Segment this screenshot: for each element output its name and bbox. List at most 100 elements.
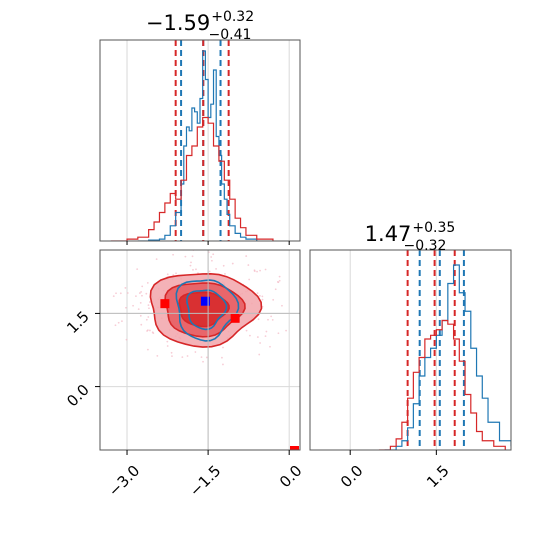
scatter-point <box>261 298 264 301</box>
scatter-point <box>210 256 213 258</box>
scatter-point <box>259 342 262 344</box>
markers-joint <box>100 250 300 450</box>
scatter-point <box>277 332 280 335</box>
scatter-point <box>148 301 151 303</box>
scatter-point <box>137 308 140 311</box>
scatter-point <box>269 345 271 348</box>
contour-blue-1 <box>186 289 228 331</box>
tick-label-joint-y-0: 1.5 <box>63 308 93 338</box>
scatter-point <box>191 255 194 258</box>
scatter-point <box>190 261 192 264</box>
scatter-point <box>147 304 150 307</box>
scatter-point <box>172 274 175 276</box>
scatter-point <box>248 278 251 281</box>
scatter-point <box>212 253 215 256</box>
scatter-point <box>139 314 142 317</box>
title-marginal-x: −1.59+0.32 −0.41 <box>146 9 254 43</box>
scatter-point <box>146 282 149 284</box>
scatter-point <box>261 295 264 298</box>
panel-marginal-y: 0.0 1.5 1.47+0.35 −0.32 <box>309 220 512 492</box>
scatter-point <box>172 253 174 256</box>
scatter-point <box>148 307 150 310</box>
scatter-point <box>166 340 169 343</box>
scatter-point <box>253 270 256 272</box>
tick-label-joint-x-0: −3.0 <box>105 462 143 500</box>
frame-joint <box>99 249 301 451</box>
quantile-lines-marginal-y <box>406 250 465 450</box>
tick-label-joint-x-2: 0.0 <box>276 462 306 492</box>
scatter-point <box>149 329 151 332</box>
histogram-y-series-1 <box>378 319 506 450</box>
scatter-point <box>184 255 187 258</box>
scatter-point <box>189 264 192 267</box>
scatter-point <box>200 356 203 359</box>
scatter-point <box>121 320 123 323</box>
scatter-point <box>145 292 148 295</box>
tick-label-y-1: 1.5 <box>423 462 453 492</box>
scatter-point <box>124 287 127 289</box>
scatter-point <box>194 351 197 353</box>
scatter-point <box>215 268 217 270</box>
scatter-point <box>258 294 261 297</box>
scatter-point <box>140 323 143 326</box>
scatter-point <box>147 316 150 318</box>
title-x-minus: −0.41 <box>209 27 252 43</box>
histogram-x-series-1 <box>110 116 274 241</box>
scatter-point <box>166 345 169 347</box>
scatter-point <box>119 292 122 295</box>
scatter-point <box>267 318 269 321</box>
tick-label-joint-x-1: −1.5 <box>186 462 224 500</box>
scatter-point <box>256 292 259 295</box>
scatter-point <box>281 304 283 307</box>
scatter-point <box>210 259 213 262</box>
scatter-point <box>132 304 134 307</box>
contour-red-2 <box>178 291 230 328</box>
tick-label-joint-y-1: 0.0 <box>63 381 93 411</box>
scatter-point <box>231 262 234 265</box>
scatter-point <box>125 338 128 341</box>
marker-red-0 <box>160 299 170 309</box>
scatter-point <box>156 354 159 357</box>
scatter-point <box>151 331 154 334</box>
scatter-point <box>139 301 142 304</box>
marker-edge <box>290 446 299 450</box>
scatter-point <box>181 356 184 359</box>
scatter-point <box>145 318 148 321</box>
scatter-point <box>249 334 251 337</box>
scatter-point <box>256 270 258 273</box>
scatter-point <box>257 318 260 321</box>
frame-marginal-x <box>99 39 301 242</box>
scatter-point <box>125 306 127 309</box>
contour-blue-0 <box>175 279 240 342</box>
contours-joint <box>149 272 263 348</box>
scatter-point <box>274 288 277 291</box>
scatter-point <box>264 268 267 271</box>
scatter-point <box>202 360 204 363</box>
grid-marginal-y <box>349 250 437 450</box>
histogram-x-series-0 <box>137 50 258 241</box>
scatter-point <box>271 318 274 321</box>
scatter-point <box>221 356 223 359</box>
histograms-marginal-x <box>110 50 274 241</box>
panel-joint: −3.0 −1.5 0.0 1.5 0.0 <box>63 249 306 500</box>
scatter-point <box>278 275 281 278</box>
scatter-point <box>264 335 267 338</box>
scatter-point <box>192 268 194 271</box>
title-x-plus: +0.32 <box>211 9 254 25</box>
scatter-point <box>195 268 197 271</box>
grid-marginal-x <box>126 40 290 241</box>
scatter-point <box>285 329 287 332</box>
tick-label-y-0: 0.0 <box>337 462 367 492</box>
scatter-point <box>166 273 169 276</box>
scatter-point <box>186 355 189 357</box>
scatter-point <box>258 353 261 356</box>
scatter-point <box>146 330 148 332</box>
title-marginal-y: 1.47+0.35 −0.32 <box>365 220 456 254</box>
scatter-point <box>222 346 224 349</box>
scatter-point <box>141 285 144 288</box>
scatter-point <box>140 291 142 293</box>
frame-marginal-y <box>309 249 512 451</box>
scatter-point <box>138 292 141 294</box>
scatter-point <box>256 336 259 338</box>
